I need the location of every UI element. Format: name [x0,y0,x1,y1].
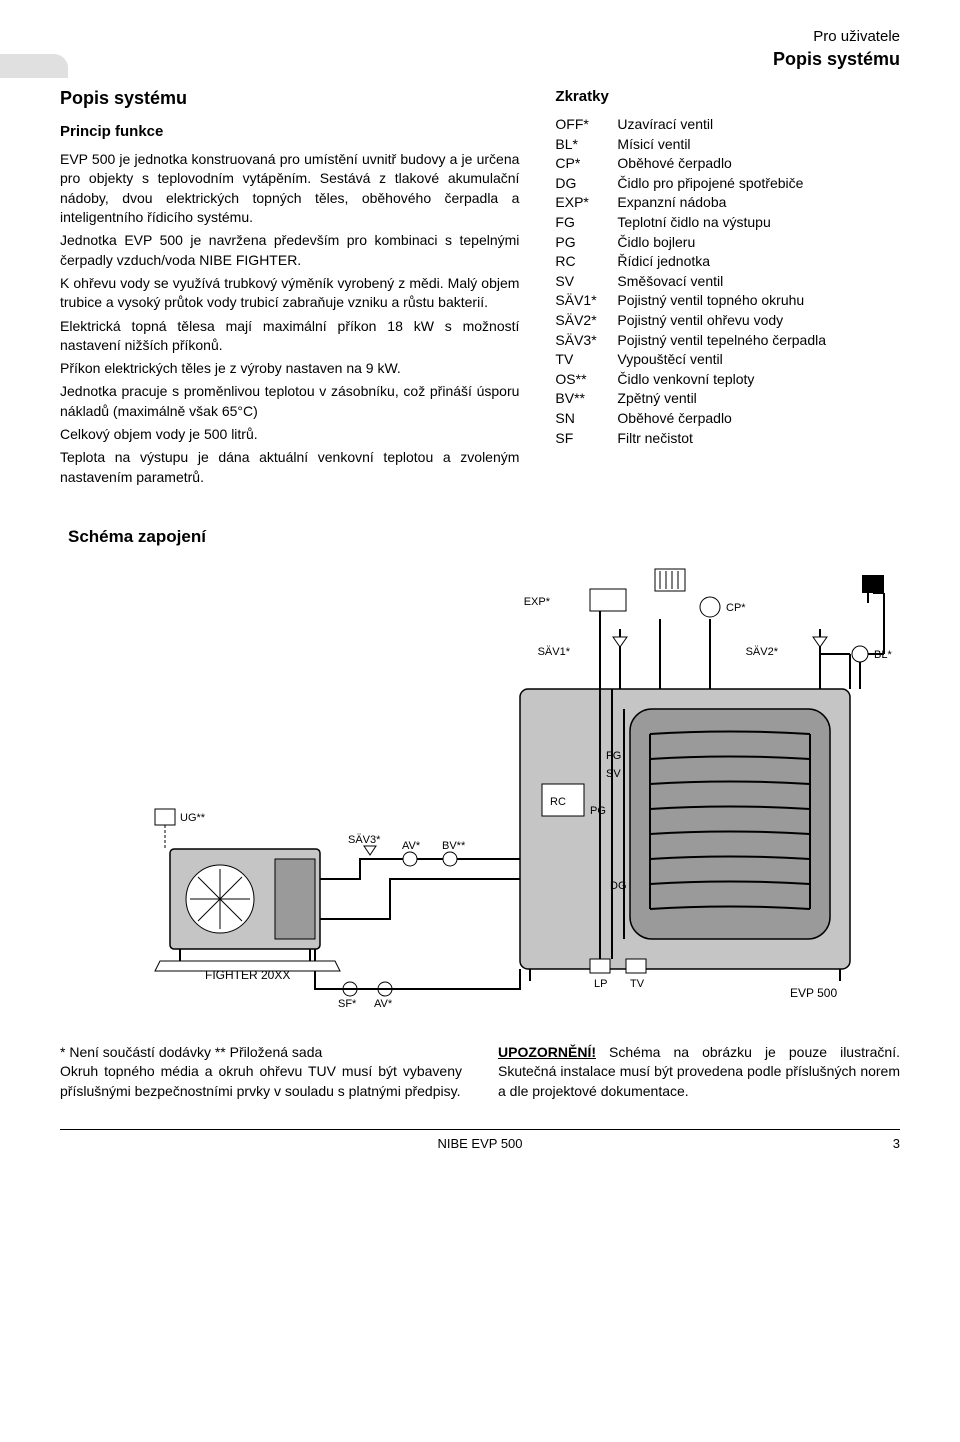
abbrev-desc: Směšovací ventil [617,272,900,292]
abbrev-code: OS** [555,370,617,390]
svg-text:SÄV1*: SÄV1* [538,646,571,658]
abbrev-code: OFF* [555,115,617,135]
abbrev-desc: Oběhové čerpadlo [617,409,900,429]
abbrev-row: TVVypouštěcí ventil [555,350,900,370]
schema-diagram: RC EXP* CP* SÄV1* SÄV [60,559,900,1029]
svg-text:BV**: BV** [442,840,466,852]
abbrev-row: BL*Mísicí ventil [555,135,900,155]
abbrev-desc: Pojistný ventil ohřevu vody [617,311,900,331]
abbrev-code: SV [555,272,617,292]
abbrev-desc: Mísicí ventil [617,135,900,155]
abbrev-title: Zkratky [555,88,900,105]
abbrev-row: SVSměšovací ventil [555,272,900,292]
svg-text:TV: TV [630,978,645,990]
paragraph: Jednotka pracuje s proměnlivou teplotou … [60,382,519,421]
abbrev-row: DGČidlo pro připojené spotřebiče [555,174,900,194]
abbrev-desc: Pojistný ventil tepelného čerpadla [617,331,900,351]
left-title: Popis systému [60,88,519,109]
abbrev-row: RCŘídicí jednotka [555,252,900,272]
svg-text:DG: DG [610,880,627,892]
abbrev-row: SNOběhové čerpadlo [555,409,900,429]
abbrev-code: RC [555,252,617,272]
svg-text:SÄV3*: SÄV3* [348,834,381,846]
paragraph: Příkon elektrických těles je z výroby na… [60,359,519,378]
abbrev-row: SÄV2*Pojistný ventil ohřevu vody [555,311,900,331]
right-column: Zkratky OFF*Uzavírací ventilBL*Mísicí ve… [555,88,900,491]
abbrev-desc: Teplotní čidlo na výstupu [617,213,900,233]
svg-text:CP*: CP* [726,602,746,614]
abbrev-row: SÄV3*Pojistný ventil tepelného čerpadla [555,331,900,351]
abbrev-desc: Expanzní nádoba [617,193,900,213]
abbrev-code: SÄV2* [555,311,617,331]
abbrev-row: BV**Zpětný ventil [555,389,900,409]
paragraph: K ohřevu vody se využívá trubkový výmění… [60,274,519,313]
svg-text:LP: LP [594,978,607,990]
schema-title: Schéma zapojení [68,527,900,547]
abbrev-code: PG [555,233,617,253]
bottom-right: UPOZORNĚNÍ! Schéma na obrázku je pouze i… [498,1043,900,1101]
svg-text:SF*: SF* [338,998,357,1010]
abbrev-row: OS**Čidlo venkovní teploty [555,370,900,390]
paragraph: Teplota na výstupu je dána aktuální venk… [60,448,519,487]
abbrev-code: BL* [555,135,617,155]
abbrev-desc: Pojistný ventil topného okruhu [617,291,900,311]
abbrev-desc: Čidlo pro připojené spotřebiče [617,174,900,194]
abbrev-table: OFF*Uzavírací ventilBL*Mísicí ventilCP*O… [555,115,900,448]
abbrev-code: DG [555,174,617,194]
abbrev-row: EXP*Expanzní nádoba [555,193,900,213]
footnote-legend: * Není součástí dodávky ** Přiložená sad… [60,1043,462,1062]
abbrev-row: CP*Oběhové čerpadlo [555,154,900,174]
abbrev-code: SF [555,429,617,449]
svg-text:EVP 500: EVP 500 [790,986,837,1000]
abbrev-desc: Zpětný ventil [617,389,900,409]
bottom-left: * Není součástí dodávky ** Přiložená sad… [60,1043,462,1101]
warning-label: UPOZORNĚNÍ! [498,1044,596,1060]
svg-text:FG: FG [606,750,621,762]
paragraph: Elektrická topná tělesa mají maximální p… [60,317,519,356]
header-user-note: Pro uživatele [60,28,900,45]
footer-center: NIBE EVP 500 [437,1136,522,1151]
paragraph: Jednotka EVP 500 je navržena především p… [60,231,519,270]
abbrev-desc: Vypouštěcí ventil [617,350,900,370]
abbrev-code: TV [555,350,617,370]
bottom-left-body: Okruh topného média a okruh ohřevu TUV m… [60,1062,462,1101]
abbrev-desc: Filtr nečistot [617,429,900,449]
abbrev-desc: Řídicí jednotka [617,252,900,272]
abbrev-desc: Oběhové čerpadlo [617,154,900,174]
left-subtitle: Princip funkce [60,123,519,140]
header-block: Pro uživatele Popis systému [60,28,900,70]
header-section-title: Popis systému [60,49,900,70]
svg-text:EXP*: EXP* [524,596,551,608]
left-column: Popis systému Princip funkce EVP 500 je … [60,88,519,491]
svg-text:SV: SV [606,768,621,780]
corner-tab [0,54,68,78]
abbrev-row: SÄV1*Pojistný ventil topného okruhu [555,291,900,311]
svg-text:SÄV2*: SÄV2* [746,646,779,658]
svg-text:AV*: AV* [402,840,421,852]
abbrev-code: SÄV3* [555,331,617,351]
paragraph: Celkový objem vody je 500 litrů. [60,425,519,444]
abbrev-row: OFF*Uzavírací ventil [555,115,900,135]
abbrev-desc: Čidlo venkovní teploty [617,370,900,390]
abbrev-code: BV** [555,389,617,409]
abbrev-row: SFFiltr nečistot [555,429,900,449]
label-rc: RC [550,796,566,808]
svg-text:AV*: AV* [374,998,393,1010]
abbrev-desc: Uzavírací ventil [617,115,900,135]
abbrev-row: PGČidlo bojleru [555,233,900,253]
abbrev-desc: Čidlo bojleru [617,233,900,253]
paragraph: EVP 500 je jednotka konstruovaná pro umí… [60,150,519,227]
footer: NIBE EVP 500 3 [60,1129,900,1151]
abbrev-code: FG [555,213,617,233]
abbrev-row: FGTeplotní čidlo na výstupu [555,213,900,233]
abbrev-code: EXP* [555,193,617,213]
abbrev-code: SN [555,409,617,429]
svg-text:UG**: UG** [180,812,206,824]
svg-text:PG: PG [590,805,606,817]
abbrev-code: CP* [555,154,617,174]
abbrev-code: SÄV1* [555,291,617,311]
footer-page: 3 [893,1136,900,1151]
